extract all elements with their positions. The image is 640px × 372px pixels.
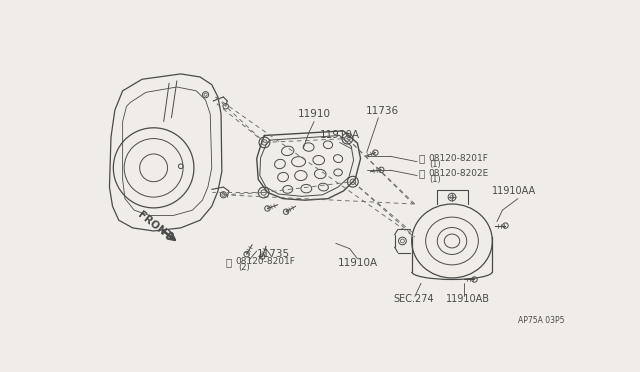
Text: FRONT: FRONT: [136, 209, 173, 242]
Text: SEC.274: SEC.274: [393, 294, 433, 304]
Text: 11910AB: 11910AB: [445, 294, 490, 304]
Text: 08120-8201F: 08120-8201F: [428, 154, 488, 163]
Text: Ⓑ: Ⓑ: [419, 154, 425, 164]
Text: (1): (1): [429, 160, 441, 169]
Text: AP75A 03P5: AP75A 03P5: [518, 316, 564, 325]
Text: 08120-8201F: 08120-8201F: [235, 257, 295, 266]
Text: 11735: 11735: [257, 249, 291, 259]
Text: 11910A: 11910A: [319, 131, 360, 141]
Text: 11910AA: 11910AA: [492, 186, 536, 196]
Text: 11910: 11910: [298, 109, 330, 119]
Text: Ⓑ: Ⓑ: [419, 168, 425, 178]
Text: 08120-8202E: 08120-8202E: [428, 169, 488, 178]
Text: (2): (2): [239, 263, 250, 272]
Text: 11910A: 11910A: [337, 257, 378, 267]
Text: (1): (1): [429, 175, 441, 184]
Text: 11736: 11736: [365, 106, 399, 116]
Text: Ⓑ: Ⓑ: [226, 257, 232, 267]
